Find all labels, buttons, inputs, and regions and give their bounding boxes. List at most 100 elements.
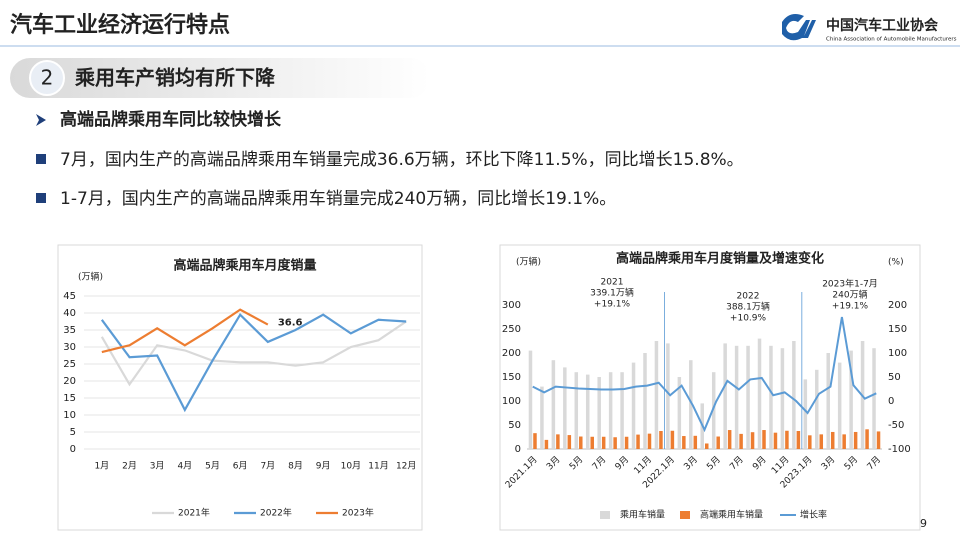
annotation: 2021 (601, 278, 624, 288)
x-tick-label: 11月 (368, 461, 388, 472)
bullet-text: 7月，国内生产的高端品牌乘用车销量完成36.6万辆，环比下降11.5%，同比增长… (60, 150, 744, 170)
series-line (100, 320, 407, 387)
bar (796, 431, 801, 449)
x-tick-label: 3月 (150, 461, 165, 472)
y2-tick-label: -50 (888, 420, 904, 431)
bar (647, 433, 652, 449)
chart-title: 高端品牌乘用车月度销量及增速变化 (616, 251, 824, 267)
y-tick-label: 50 (508, 420, 521, 431)
y-tick-label: 100 (502, 396, 521, 407)
y-tick-label: 25 (63, 359, 76, 370)
bar (689, 360, 693, 449)
bar (769, 345, 773, 449)
bar (849, 350, 853, 449)
bar (533, 433, 537, 449)
y2-tick-label: 100 (888, 348, 907, 359)
x-tick-label: 7月 (728, 454, 746, 472)
bar (865, 429, 869, 449)
y-tick-label: 0 (70, 444, 76, 455)
bar (551, 360, 556, 449)
bar (556, 434, 560, 449)
bar (780, 348, 785, 449)
bar (785, 430, 789, 449)
section-band (10, 58, 430, 98)
bar (608, 372, 613, 449)
bar (579, 436, 583, 449)
bullet-icon (36, 154, 46, 164)
series-line (101, 308, 269, 354)
y-tick-label: 35 (63, 325, 76, 336)
y-tick-label: 45 (63, 291, 76, 302)
bar (876, 431, 881, 449)
sales-growth-chart: 高端品牌乘用车月度销量及增速变化 (万辆) (%) 0 50 100 150 200 250 30… (499, 244, 921, 531)
bar (666, 343, 670, 449)
header-title: 汽车工业经济运行特点 (10, 12, 230, 38)
legend-label: 2023年 (342, 507, 374, 519)
section-title: 乘用车产销均有所下降 (74, 66, 276, 90)
y-tick-label: 200 (502, 348, 521, 359)
bar (808, 435, 812, 449)
legend-label: 增长率 (800, 509, 827, 521)
bar (659, 431, 663, 449)
x-tick-label: 7月 (865, 454, 883, 472)
annotation: 240万辆 (832, 289, 867, 301)
bullet-text: 1-7月，国内生产的高端品牌乘用车销量完成240万辆，同比增长19.1%。 (60, 189, 616, 209)
bar (567, 435, 572, 449)
bar (636, 434, 640, 449)
subheading: 高端品牌乘用车同比较快增长 (60, 109, 282, 130)
x-tick-label: 7月 (260, 461, 275, 472)
bar (762, 430, 766, 449)
y-tick-label: 150 (502, 372, 521, 383)
annotation: 2023年1-7月 (822, 278, 878, 290)
y-tick-label: 5 (70, 427, 76, 438)
x-tick-label: 5月 (567, 454, 585, 472)
x-tick-label: 12月 (396, 461, 416, 472)
legend-label: 乘用车销量 (620, 509, 665, 521)
bar (819, 434, 824, 449)
monthly-sales-chart: 高端品牌乘用车月度销量 (万辆) 0 5 10 15 20 25 30 35 40 45 1月 2月 3月 4… (57, 244, 423, 531)
bar (682, 436, 686, 449)
chart-frame (57, 244, 423, 531)
y-tick-label: 30 (63, 342, 76, 353)
x-tick-label: 8月 (288, 461, 303, 472)
bar (677, 377, 682, 449)
bar (853, 431, 858, 449)
bar (815, 369, 819, 449)
y2-tick-label: 200 (888, 300, 907, 311)
bar (574, 372, 579, 449)
chart-frame (499, 244, 921, 531)
chart-title: 高端品牌乘用车月度销量 (173, 258, 316, 274)
bar (620, 372, 624, 449)
bar (544, 439, 549, 449)
bar (643, 353, 647, 449)
bar (716, 436, 720, 449)
bar (739, 433, 743, 449)
data-label: 36.6 (278, 318, 303, 329)
bar (601, 436, 606, 449)
x-tick-label: 1月 (94, 461, 109, 472)
bar (705, 443, 709, 449)
annotation: +19.1% (832, 302, 869, 312)
bar (757, 338, 762, 449)
y-unit: (万辆) (78, 271, 103, 283)
legend-swatch (680, 511, 690, 519)
y2-tick-label: 150 (888, 324, 907, 335)
bar (803, 379, 808, 449)
bar (654, 341, 659, 449)
bar (693, 435, 698, 449)
y2-tick-label: 50 (888, 372, 901, 383)
bar (624, 436, 629, 449)
bar (727, 430, 732, 449)
y-tick-label: 0 (515, 444, 521, 455)
legend-label: 2022年 (260, 507, 292, 519)
bar (590, 436, 594, 449)
y-tick-label: 40 (63, 308, 76, 319)
bar (773, 432, 778, 449)
y-tick-label: 300 (502, 300, 521, 311)
x-tick-label: 5月 (705, 454, 723, 472)
arrow-icon (36, 114, 46, 126)
bar (597, 377, 601, 449)
bar (631, 362, 636, 449)
x-tick-label: 2月 (122, 461, 137, 472)
bar (837, 362, 842, 449)
